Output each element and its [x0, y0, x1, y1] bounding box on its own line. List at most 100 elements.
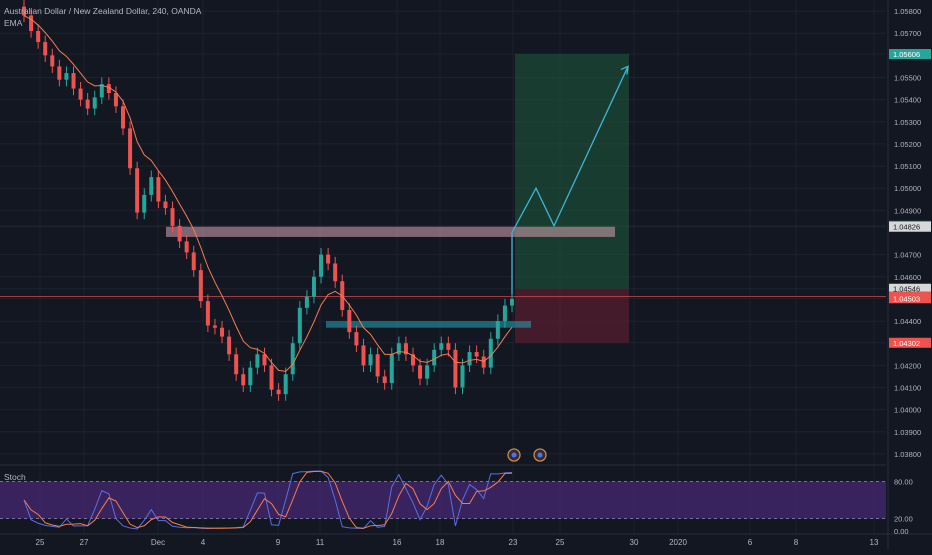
resistance-zone — [166, 226, 615, 237]
candle — [170, 208, 175, 226]
price-badge — [889, 49, 931, 60]
candle — [212, 325, 217, 328]
candle — [177, 225, 182, 242]
price-badge — [889, 221, 931, 232]
target-zone — [515, 54, 629, 289]
candle — [36, 31, 41, 43]
y-tick-label: 1.05800 — [894, 7, 921, 16]
x-tick-label: 4 — [201, 538, 206, 547]
y-tick-label: 1.05400 — [894, 96, 921, 105]
projection-arrow — [511, 66, 629, 295]
candle — [481, 356, 486, 368]
candle — [43, 42, 48, 56]
stoch-tick-label: 20.00 — [894, 515, 913, 524]
x-tick-label: 9 — [276, 538, 281, 547]
y-tick-label: 1.05200 — [894, 140, 921, 149]
candle — [78, 88, 83, 100]
y-tick-label: 1.04100 — [894, 384, 921, 393]
x-tick-label: 25 — [556, 538, 565, 547]
price-badge — [889, 283, 931, 294]
candle — [446, 343, 451, 350]
candle — [205, 301, 210, 326]
candle — [50, 55, 55, 67]
candle — [191, 252, 196, 271]
candle — [92, 97, 97, 109]
candle — [156, 177, 161, 202]
candle — [149, 177, 154, 195]
candle — [354, 332, 359, 346]
x-tick-label: 27 — [80, 538, 89, 547]
candle — [297, 307, 302, 344]
candle — [290, 343, 295, 375]
candle — [198, 270, 203, 302]
candle — [304, 296, 309, 308]
candle — [71, 73, 76, 89]
price-badge-label: 1.04546 — [893, 285, 920, 294]
ema-line — [23, 15, 513, 372]
candle — [29, 15, 34, 31]
candle — [403, 343, 408, 355]
candle — [425, 365, 430, 379]
candle — [22, 6, 26, 16]
candle — [99, 84, 104, 98]
x-tick-label: 11 — [316, 538, 325, 547]
stop-zone — [515, 288, 629, 343]
price-badge-label: 1.05606 — [893, 50, 920, 59]
y-tick-label: 1.04600 — [894, 273, 921, 282]
x-tick-label: 13 — [870, 538, 879, 547]
x-tick-label: 23 — [509, 538, 518, 547]
stoch-indicator-label[interactable]: Stoch — [4, 472, 26, 482]
candle — [510, 298, 514, 306]
stoch-k-line — [23, 470, 513, 530]
y-tick-label: 1.04000 — [894, 406, 921, 415]
y-tick-label: 1.05500 — [894, 74, 921, 83]
candle — [396, 343, 401, 355]
candle — [269, 365, 274, 390]
y-tick-label: 1.04900 — [894, 206, 921, 215]
y-tick-label: 1.05700 — [894, 29, 921, 38]
candle — [347, 310, 352, 333]
candle — [220, 327, 225, 337]
support-zone — [326, 321, 531, 328]
price-badge — [889, 337, 931, 348]
y-tick-label: 1.03800 — [894, 450, 921, 459]
candle — [389, 354, 394, 384]
y-tick-label: 1.05300 — [894, 118, 921, 127]
stoch-tick-label: 80.00 — [894, 477, 913, 486]
candle — [163, 201, 168, 209]
y-tick-label: 1.03900 — [894, 428, 921, 437]
candle — [241, 374, 246, 386]
candle — [227, 336, 232, 355]
x-tick-label: Dec — [151, 538, 165, 547]
candle — [418, 365, 423, 379]
x-tick-label: 30 — [630, 538, 639, 547]
candle — [439, 343, 444, 350]
candle — [135, 168, 140, 213]
candle — [57, 66, 62, 80]
y-tick-label: 1.05100 — [894, 162, 921, 171]
candle — [311, 276, 316, 297]
y-tick-label: 1.05000 — [894, 184, 921, 193]
stoch-band — [0, 481, 886, 519]
price-badge-label: 1.04503 — [893, 294, 920, 303]
candle — [460, 365, 465, 388]
candle — [106, 84, 111, 93]
candle — [382, 376, 387, 384]
x-tick-label: 18 — [436, 538, 445, 547]
chart-legend: Australian Dollar / New Zealand Dollar, … — [4, 5, 201, 29]
candle — [432, 349, 437, 366]
x-tick-label: 8 — [794, 538, 799, 547]
candle — [113, 93, 118, 107]
ema-indicator-label[interactable]: EMA — [4, 18, 23, 28]
price-badge — [889, 293, 931, 304]
projection-arrowhead — [620, 65, 629, 75]
candle — [248, 367, 253, 386]
price-badge-label: 1.04826 — [893, 223, 920, 232]
y-tick-label: 1.04400 — [894, 317, 921, 326]
candle — [410, 354, 415, 366]
x-tick-label: 16 — [393, 538, 402, 547]
candle — [333, 263, 338, 282]
x-tick-label: 2020 — [669, 538, 687, 547]
